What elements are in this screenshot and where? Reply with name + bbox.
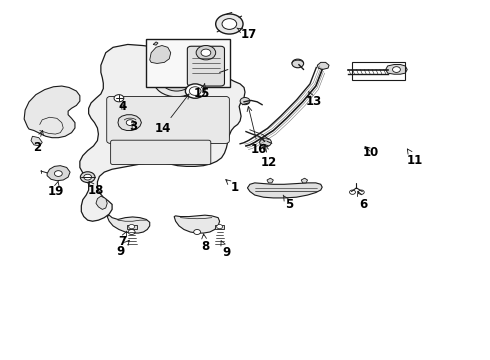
- Polygon shape: [96, 196, 107, 210]
- Text: 10: 10: [363, 145, 379, 158]
- Circle shape: [216, 14, 243, 34]
- Circle shape: [217, 225, 222, 229]
- Circle shape: [194, 229, 200, 234]
- Polygon shape: [80, 44, 245, 221]
- Polygon shape: [386, 64, 407, 74]
- FancyBboxPatch shape: [107, 96, 229, 143]
- Circle shape: [147, 130, 187, 160]
- Polygon shape: [31, 136, 42, 146]
- Text: 8: 8: [201, 234, 209, 253]
- Polygon shape: [127, 225, 137, 229]
- Circle shape: [240, 98, 250, 105]
- Circle shape: [222, 19, 237, 30]
- Text: 15: 15: [194, 84, 210, 100]
- Polygon shape: [174, 215, 220, 233]
- Circle shape: [358, 190, 364, 194]
- Text: 13: 13: [305, 91, 321, 108]
- Polygon shape: [107, 215, 150, 233]
- Text: 7: 7: [118, 231, 126, 248]
- Circle shape: [129, 225, 135, 229]
- Text: 16: 16: [247, 107, 267, 156]
- Circle shape: [161, 68, 192, 91]
- Circle shape: [128, 229, 135, 234]
- Polygon shape: [24, 86, 80, 138]
- Polygon shape: [267, 178, 273, 183]
- Circle shape: [54, 171, 62, 176]
- Bar: [351, 62, 405, 80]
- Polygon shape: [118, 115, 142, 131]
- Polygon shape: [301, 178, 308, 183]
- Text: 19: 19: [47, 181, 64, 198]
- Polygon shape: [47, 166, 70, 181]
- Text: 6: 6: [357, 191, 368, 211]
- Circle shape: [185, 84, 205, 98]
- FancyBboxPatch shape: [111, 140, 211, 165]
- Circle shape: [80, 172, 95, 183]
- Circle shape: [84, 174, 92, 180]
- Text: 18: 18: [88, 181, 104, 197]
- Circle shape: [392, 67, 400, 72]
- Polygon shape: [247, 183, 322, 198]
- Text: 12: 12: [260, 145, 276, 169]
- Circle shape: [349, 190, 355, 194]
- Text: 9: 9: [116, 240, 129, 257]
- Polygon shape: [153, 42, 158, 45]
- Circle shape: [196, 45, 216, 60]
- Circle shape: [260, 138, 271, 147]
- Polygon shape: [150, 45, 171, 63]
- Text: 3: 3: [129, 121, 138, 134]
- Text: 2: 2: [33, 130, 44, 153]
- Text: 14: 14: [155, 94, 189, 135]
- Polygon shape: [318, 62, 329, 69]
- Circle shape: [292, 59, 304, 68]
- Text: 1: 1: [226, 180, 239, 194]
- Bar: [147, 39, 230, 87]
- Text: 17: 17: [237, 28, 257, 41]
- Text: 9: 9: [221, 241, 231, 259]
- Circle shape: [153, 62, 200, 97]
- Polygon shape: [215, 225, 224, 229]
- Text: 5: 5: [283, 195, 293, 211]
- Circle shape: [114, 95, 124, 102]
- Circle shape: [126, 120, 134, 126]
- FancyBboxPatch shape: [187, 46, 224, 86]
- Text: 11: 11: [407, 149, 423, 167]
- Circle shape: [201, 49, 211, 56]
- Text: 4: 4: [119, 100, 127, 113]
